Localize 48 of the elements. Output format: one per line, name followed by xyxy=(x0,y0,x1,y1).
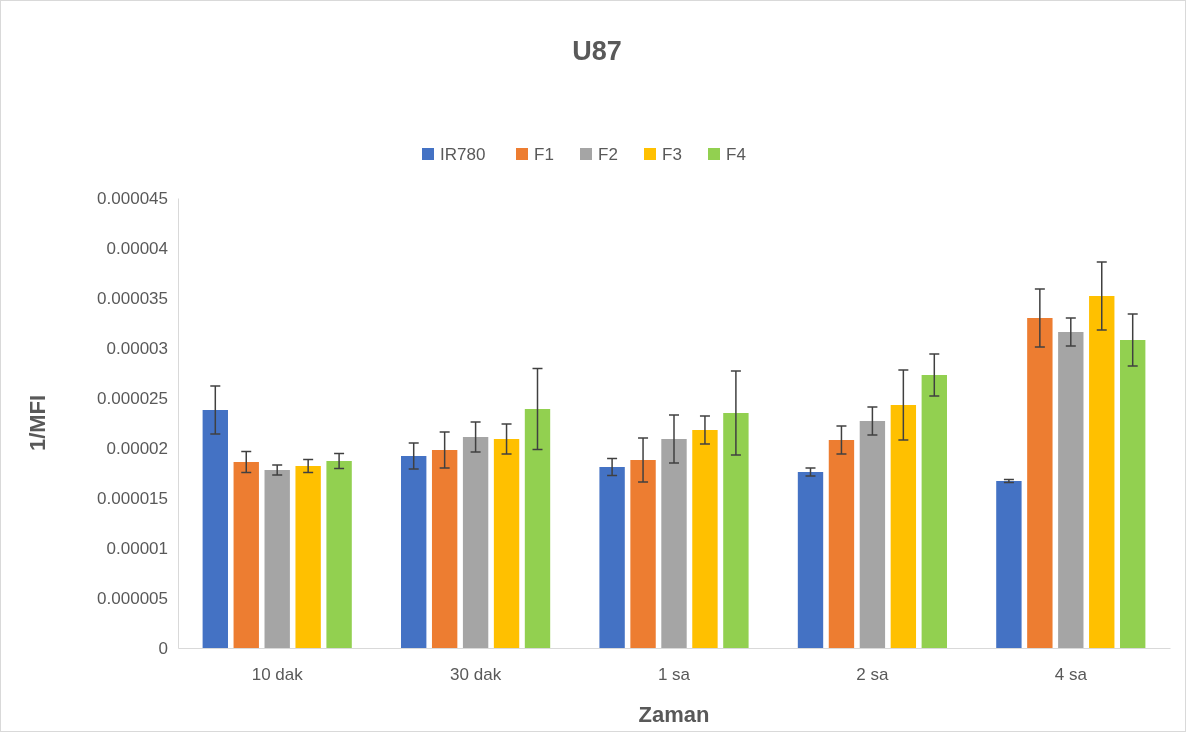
x-tick-label: 2 sa xyxy=(856,665,890,685)
y-tick-label: 0.000005 xyxy=(97,588,168,608)
x-tick-label: 4 sa xyxy=(1054,665,1088,685)
y-tick-label: 0 xyxy=(158,638,168,658)
y-tick-label: 0.000025 xyxy=(97,388,168,408)
y-tick-label: 0.00001 xyxy=(106,538,168,558)
x-tick-label: 1 sa xyxy=(657,665,691,685)
bar xyxy=(996,481,1022,648)
bar xyxy=(1120,340,1146,648)
bar xyxy=(1089,296,1115,648)
y-tick-label: 0.000035 xyxy=(97,288,168,308)
chart-title: U87 xyxy=(572,36,622,66)
y-tick-label: 0.000015 xyxy=(97,488,168,508)
bar xyxy=(431,450,458,648)
legend-label: F4 xyxy=(726,145,746,164)
bar xyxy=(264,470,290,648)
bar xyxy=(921,375,947,648)
x-axis-title: Zaman xyxy=(638,702,710,727)
y-tick-label: 0.00004 xyxy=(106,238,168,258)
bar xyxy=(797,472,824,648)
legend-label: F2 xyxy=(598,145,618,164)
bar xyxy=(630,460,656,648)
bar xyxy=(295,466,321,648)
x-tick-label: 10 dak xyxy=(251,665,304,685)
legend-label: IR780 xyxy=(440,145,486,164)
legend-label: F1 xyxy=(534,145,554,164)
bar xyxy=(1058,332,1084,648)
bar xyxy=(723,413,749,648)
legend-label: F3 xyxy=(662,145,682,164)
bar xyxy=(524,409,551,648)
bar xyxy=(1027,318,1053,648)
bar xyxy=(202,410,228,648)
bar xyxy=(326,461,352,648)
y-tick-label: 0.00002 xyxy=(106,438,168,458)
bar xyxy=(462,437,489,648)
bar xyxy=(828,440,855,648)
bar xyxy=(859,421,886,648)
bar xyxy=(233,462,259,648)
y-tick-label: 0.000045 xyxy=(97,188,168,208)
y-tick-label: 0.00003 xyxy=(106,338,168,358)
x-tick-label: 30 dak xyxy=(450,665,502,685)
bar xyxy=(599,467,625,648)
bar xyxy=(692,430,718,648)
bar xyxy=(401,456,427,648)
bar xyxy=(493,439,520,648)
bar xyxy=(890,405,917,648)
bar xyxy=(661,439,687,648)
y-axis-title: 1/MFI xyxy=(25,394,50,452)
